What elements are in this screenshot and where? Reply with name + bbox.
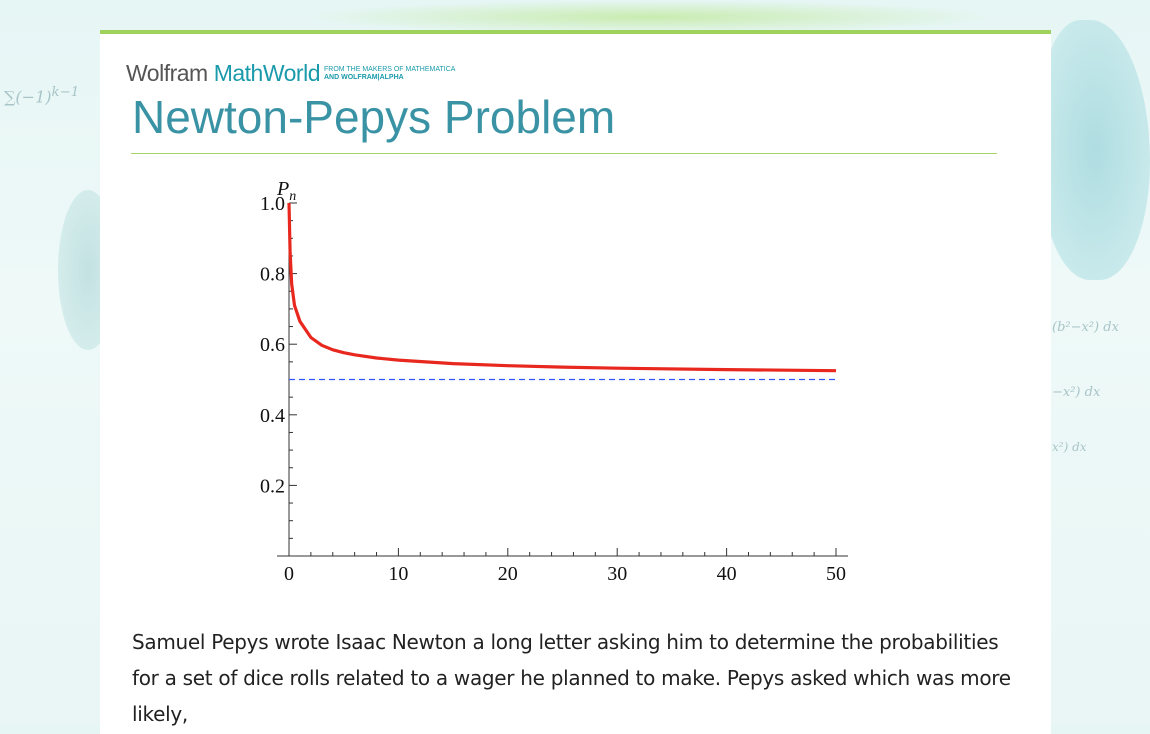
background-decoration xyxy=(1040,20,1150,280)
probability-curve xyxy=(287,202,837,373)
mathworld-logo[interactable]: Wolfram MathWorld FROM THE MAKERS OF MAT… xyxy=(126,60,455,87)
x-tick-label: 0 xyxy=(284,563,294,585)
x-tick-label: 30 xyxy=(607,563,627,585)
x-tick-label: 40 xyxy=(717,563,737,585)
y-axis-label: Pn xyxy=(276,178,296,204)
logo-tagline: FROM THE MAKERS OF MATHEMATICA AND WOLFR… xyxy=(324,66,455,82)
body-paragraph: Samuel Pepys wrote Isaac Newton a long l… xyxy=(132,630,1011,726)
background-formula: x²) dx xyxy=(1052,440,1087,454)
background-formula: −x²) dx xyxy=(1052,385,1101,400)
x-tick-label: 20 xyxy=(498,563,518,585)
logo-mathworld: MathWorld xyxy=(213,60,321,86)
logo-wolfram: Wolfram xyxy=(126,60,208,86)
y-tick-label: 0.2 xyxy=(260,475,285,497)
background-formula: ∑(−1)k−1 xyxy=(4,85,80,107)
tagline-line1: FROM THE MAKERS OF MATHEMATICA xyxy=(323,65,456,73)
newton-pepys-chart: 0 10 20 30 40 50 0.2 0.4 0.6 0.8 1.0Pnn xyxy=(260,178,848,585)
page-title: Newton-Pepys Problem xyxy=(132,91,616,143)
title-divider xyxy=(131,153,997,154)
tagline-line2: AND WOLFRAM|ALPHA xyxy=(323,73,404,81)
y-tick-label: 0.6 xyxy=(260,334,285,356)
y-tick-label: 1.0 xyxy=(260,193,285,215)
x-tick-label: 50 xyxy=(826,563,846,585)
y-axis-label-subscript: n xyxy=(289,189,296,204)
y-axis-label-main: P xyxy=(276,178,289,200)
y-tick-label: 0.8 xyxy=(260,264,285,286)
header-glow xyxy=(300,0,1000,34)
content-card: Wolfram MathWorld FROM THE MAKERS OF MAT… xyxy=(100,30,1051,734)
x-tick-label: 10 xyxy=(388,563,408,585)
background-formula: (b²−x²) dx xyxy=(1052,320,1119,335)
y-tick-label: 0.4 xyxy=(260,405,285,427)
